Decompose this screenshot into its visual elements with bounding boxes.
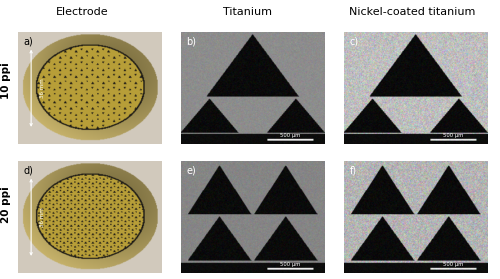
Text: Titanium: Titanium <box>223 7 272 17</box>
Text: 10 ppi: 10 ppi <box>1 62 11 99</box>
Text: 500 μm: 500 μm <box>280 133 300 138</box>
Text: d): d) <box>23 166 33 175</box>
Text: 500 μm: 500 μm <box>443 133 464 138</box>
Text: 36 mm: 36 mm <box>40 78 44 98</box>
Text: b): b) <box>186 37 196 47</box>
Text: 500 μm: 500 μm <box>280 262 300 267</box>
Text: 500 μm: 500 μm <box>443 262 464 267</box>
Text: Nickel-coated titanium: Nickel-coated titanium <box>350 7 476 17</box>
Text: 36 mm: 36 mm <box>40 207 44 227</box>
Text: f): f) <box>350 166 357 175</box>
Text: c): c) <box>350 37 359 47</box>
Text: a): a) <box>23 37 33 47</box>
Text: e): e) <box>186 166 196 175</box>
Text: 20 ppi: 20 ppi <box>1 187 11 223</box>
Text: Electrode: Electrode <box>56 7 109 17</box>
